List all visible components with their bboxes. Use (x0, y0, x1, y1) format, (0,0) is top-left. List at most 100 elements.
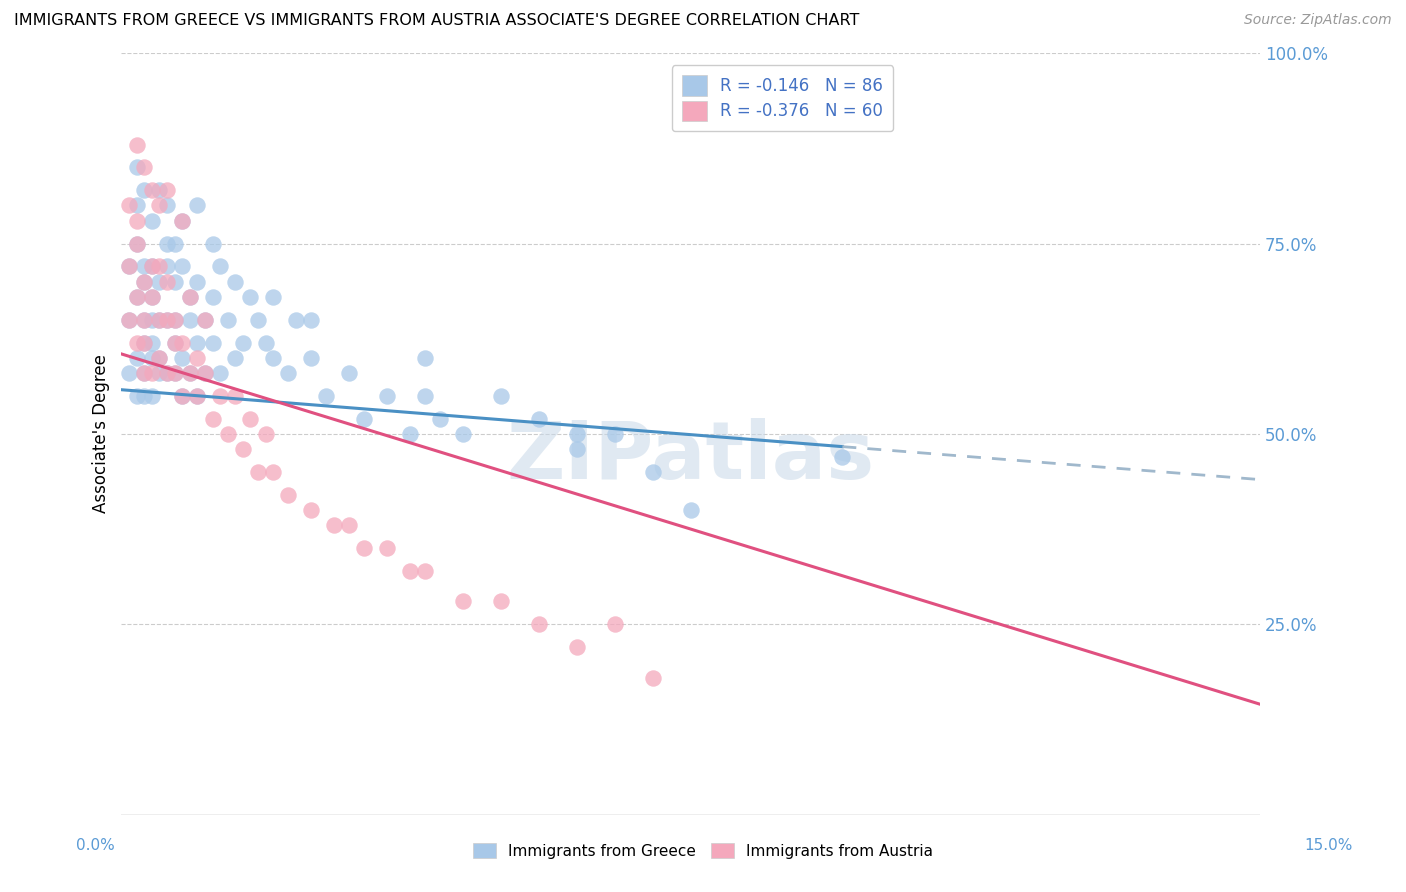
Point (148, 260, 170, 274)
Point (299, 351, 322, 365)
Point (134, 366, 156, 380)
Point (224, 389, 246, 403)
Point (489, 389, 512, 403)
Point (148, 312, 170, 326)
Point (201, 411, 224, 425)
Point (277, 366, 299, 380)
Text: Source: ZipAtlas.com: Source: ZipAtlas.com (1244, 13, 1392, 28)
Point (172, 389, 194, 403)
Point (201, 335, 224, 350)
Point (186, 389, 208, 403)
Point (141, 183, 163, 197)
Point (239, 411, 262, 425)
Point (641, 671, 664, 685)
Point (125, 351, 148, 365)
Text: 15.0%: 15.0% (1305, 838, 1353, 853)
Point (209, 389, 232, 403)
Point (353, 411, 375, 425)
Point (141, 366, 163, 380)
Point (527, 411, 550, 425)
Point (247, 312, 270, 326)
Point (148, 351, 170, 365)
Point (156, 275, 179, 289)
Point (337, 366, 360, 380)
Point (163, 312, 186, 326)
Point (337, 518, 360, 533)
Point (413, 564, 436, 578)
Point (429, 411, 451, 425)
Point (179, 366, 201, 380)
Point (398, 564, 420, 578)
Point (565, 640, 588, 654)
Point (156, 236, 179, 251)
Point (224, 275, 246, 289)
Point (201, 290, 224, 304)
Point (565, 442, 588, 456)
Point (172, 351, 194, 365)
Point (451, 594, 474, 608)
Point (232, 335, 254, 350)
Point (262, 465, 284, 479)
Point (141, 389, 163, 403)
Point (186, 389, 208, 403)
Legend: R = -0.146   N = 86, R = -0.376   N = 60: R = -0.146 N = 86, R = -0.376 N = 60 (672, 65, 893, 131)
Point (247, 465, 270, 479)
Point (194, 366, 217, 380)
Point (172, 335, 194, 350)
Point (134, 260, 156, 274)
Point (118, 198, 141, 212)
Point (156, 366, 179, 380)
Point (217, 426, 239, 441)
Point (194, 312, 217, 326)
Point (125, 137, 148, 152)
Point (186, 335, 208, 350)
Point (186, 351, 208, 365)
Point (565, 426, 588, 441)
Point (125, 290, 148, 304)
Point (141, 290, 163, 304)
Point (163, 335, 186, 350)
Point (134, 389, 156, 403)
Point (163, 335, 186, 350)
Point (125, 213, 148, 227)
Point (217, 312, 239, 326)
Point (194, 312, 217, 326)
Point (148, 183, 170, 197)
Point (179, 290, 201, 304)
Point (118, 260, 141, 274)
Text: IMMIGRANTS FROM GREECE VS IMMIGRANTS FROM AUSTRIA ASSOCIATE'S DEGREE CORRELATION: IMMIGRANTS FROM GREECE VS IMMIGRANTS FRO… (14, 13, 859, 29)
Point (254, 426, 277, 441)
Point (209, 260, 232, 274)
Point (134, 183, 156, 197)
Point (527, 617, 550, 632)
Point (125, 236, 148, 251)
Point (141, 351, 163, 365)
Point (125, 290, 148, 304)
Point (148, 312, 170, 326)
Point (831, 450, 853, 464)
Point (156, 312, 179, 326)
Point (134, 312, 156, 326)
Point (262, 290, 284, 304)
Point (148, 198, 170, 212)
Point (194, 366, 217, 380)
Point (224, 351, 246, 365)
Point (277, 488, 299, 502)
Point (156, 312, 179, 326)
Point (118, 366, 141, 380)
Point (201, 236, 224, 251)
Point (603, 617, 626, 632)
Point (134, 161, 156, 175)
Point (118, 312, 141, 326)
Legend: Immigrants from Greece, Immigrants from Austria: Immigrants from Greece, Immigrants from … (467, 837, 939, 864)
Text: ZIPatlas: ZIPatlas (506, 417, 875, 496)
Point (179, 366, 201, 380)
Point (413, 351, 436, 365)
Point (125, 161, 148, 175)
Point (239, 290, 262, 304)
Point (641, 465, 664, 479)
Point (141, 312, 163, 326)
Point (156, 366, 179, 380)
Point (163, 236, 186, 251)
Point (134, 275, 156, 289)
